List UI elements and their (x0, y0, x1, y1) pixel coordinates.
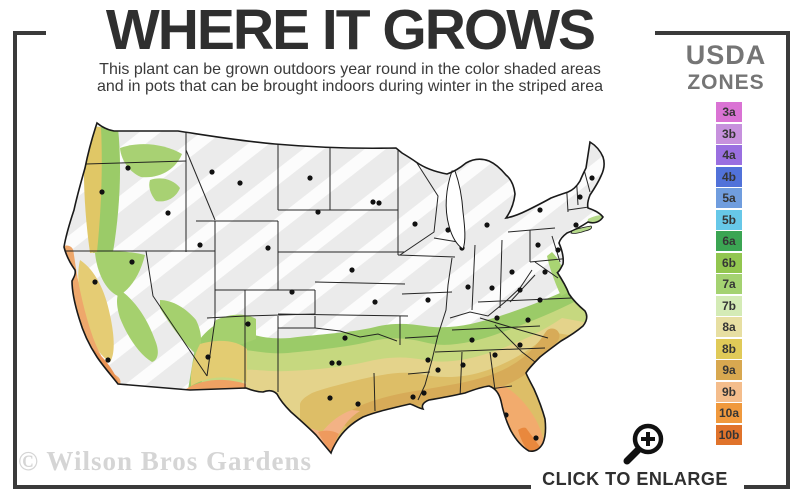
city-dot (265, 245, 271, 251)
city-dot (469, 337, 475, 343)
city-dot (92, 279, 98, 285)
city-dot (425, 357, 431, 363)
city-dot (327, 395, 333, 401)
city-dot (105, 357, 111, 363)
city-dot (565, 183, 571, 189)
city-dot (376, 200, 382, 206)
city-dot (517, 287, 523, 293)
city-dot (421, 390, 427, 396)
city-dot (535, 242, 541, 248)
city-dot (355, 401, 361, 407)
page-title: WHERE IT GROWS (105, 0, 596, 62)
city-dot (484, 222, 490, 228)
city-dot (307, 175, 313, 181)
frame-bottom-right-segment (744, 485, 790, 489)
zone-swatch-9b: 9b (716, 381, 742, 402)
zone-swatch-10b: 10b (716, 424, 742, 445)
city-dot (525, 317, 531, 323)
subtitle-line-1: This plant can be grown outdoors year ro… (99, 61, 601, 78)
city-dot (589, 175, 595, 181)
city-dot (577, 194, 583, 200)
zone-swatch-9a: 9a (716, 360, 742, 380)
legend-title-zones: ZONES (687, 71, 765, 94)
city-dot (487, 387, 493, 393)
watermark: © Wilson Bros Gardens (18, 446, 312, 476)
city-dot (370, 199, 376, 205)
legend-title: USDA ZONES (660, 40, 792, 94)
city-dot (492, 352, 498, 358)
zone-swatch-5b: 5b (716, 209, 742, 230)
city-dot (315, 209, 321, 215)
city-dot (410, 394, 416, 400)
city-dot (425, 297, 431, 303)
legend-title-usda: USDA (685, 40, 767, 70)
city-dot (435, 367, 441, 373)
city-dot (555, 247, 561, 253)
zone-swatch-8a: 8a (716, 317, 742, 337)
city-dot (533, 435, 539, 441)
city-dot (537, 297, 543, 303)
city-dot (542, 269, 548, 275)
us-outline (63, 121, 605, 455)
city-dot (559, 180, 565, 186)
city-dots (92, 165, 595, 441)
state-borders (64, 131, 597, 412)
city-dot (460, 362, 466, 368)
subtitle-line-2: and in pots that can be brought indoors … (96, 78, 604, 95)
zone-swatch-3a: 3a (716, 102, 742, 122)
zone-swatch-7a: 7a (716, 274, 742, 294)
city-dot (509, 269, 515, 275)
city-dot (372, 299, 378, 305)
frame-left-line (13, 31, 17, 489)
city-dot (245, 321, 251, 327)
city-dot (129, 259, 135, 265)
city-dot (573, 222, 579, 228)
long-island (570, 225, 593, 234)
city-dot (165, 210, 171, 216)
city-dot (412, 221, 418, 227)
zone-swatch-7b: 7b (716, 295, 742, 316)
city-dot (465, 284, 471, 290)
city-dot (336, 360, 342, 366)
click-to-enlarge-button[interactable]: CLICK TO ENLARGE (542, 469, 728, 489)
city-dot (289, 289, 295, 295)
zone-swatch-4b: 4b (716, 166, 742, 187)
city-dot (517, 342, 523, 348)
city-dot (99, 189, 105, 195)
city-dot (197, 242, 203, 248)
usda-zones-legend: 3a 3b 4a 4b 5a 5b 6a 6b 7a 7b 8a 8b 9a 9b 10a 10b (716, 102, 742, 445)
zone-swatch-6a: 6a (716, 231, 742, 251)
zone-swatch-10a: 10a (716, 403, 742, 423)
frame-right-line (786, 31, 790, 489)
frame-top-left-segment (13, 31, 46, 35)
zone-swatch-6b: 6b (716, 252, 742, 273)
city-dot (237, 180, 243, 186)
zone-swatch-8b: 8b (716, 338, 742, 359)
city-dot (537, 207, 543, 213)
city-dot (489, 285, 495, 291)
city-dot (125, 165, 131, 171)
zone-swatch-5a: 5a (716, 188, 742, 208)
frame-top-right-segment (655, 31, 790, 35)
zone-swatch-3b: 3b (716, 123, 742, 144)
zone-swatch-4a: 4a (716, 145, 742, 165)
city-dot (494, 315, 500, 321)
city-dot (209, 169, 215, 175)
lake-michigan (445, 170, 466, 250)
city-dot (349, 267, 355, 273)
city-dot (205, 354, 211, 360)
subtitle: This plant can be grown outdoors year ro… (20, 61, 680, 95)
city-dot (342, 335, 348, 341)
frame-bottom-left-segment (13, 485, 531, 489)
city-dot (329, 360, 335, 366)
zoom-in-icon[interactable] (620, 418, 666, 471)
